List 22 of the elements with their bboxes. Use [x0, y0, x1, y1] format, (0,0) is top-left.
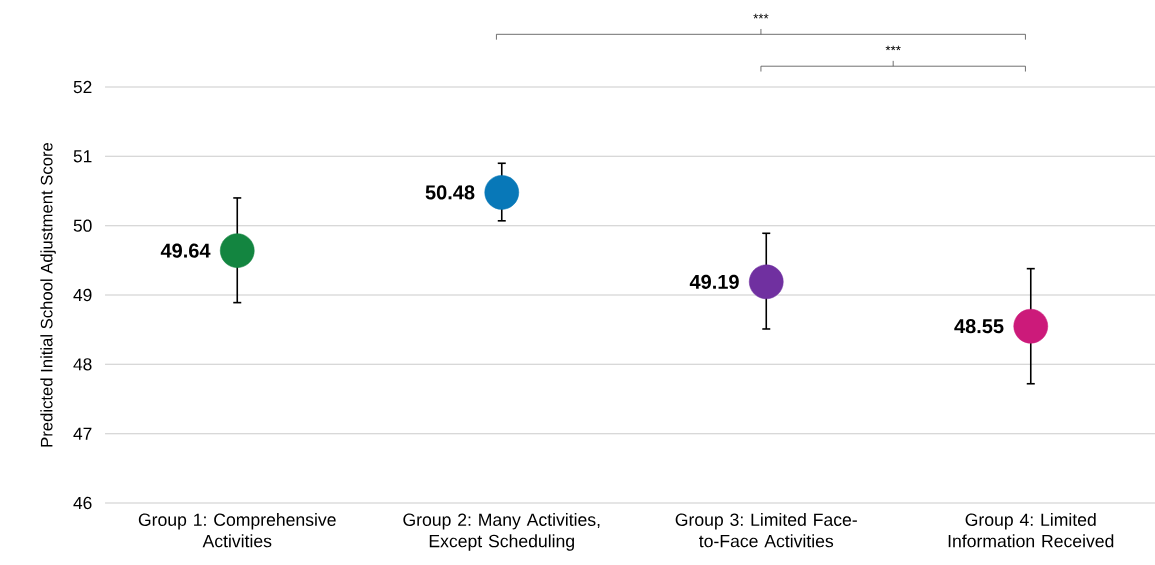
data-label: 48.55 — [954, 319, 1004, 334]
y-tick-label: 47 — [73, 427, 92, 440]
y-axis-title: Predicted Initial School Adjustment Score — [40, 142, 56, 447]
x-tick-label: Group 3: Limited Face-to-Face Activities — [675, 513, 857, 548]
data-label: 49.64 — [160, 243, 211, 258]
x-tick-label: Group 1: Comprehensive Activities — [138, 513, 336, 548]
x-tick-label: Group 2: Many Activities, Except Scheduling — [403, 513, 600, 551]
y-tick-label: 52 — [73, 80, 92, 94]
y-tick-label: 49 — [73, 288, 92, 302]
y-tick-label: 51 — [73, 150, 92, 163]
x-tick-label: Group 4: Limited Information Received — [948, 513, 1114, 548]
data-label: 49.19 — [689, 274, 739, 289]
y-tick-label: 46 — [73, 496, 92, 510]
text: *** — [885, 45, 901, 51]
y-tick-label: 48 — [73, 358, 92, 371]
point — [748, 264, 784, 300]
point — [484, 175, 520, 210]
data-label: 50.48 — [425, 185, 475, 200]
text: *** — [753, 13, 769, 19]
y-tick-label: 50 — [73, 219, 92, 232]
point — [1013, 308, 1049, 344]
point — [219, 233, 255, 268]
